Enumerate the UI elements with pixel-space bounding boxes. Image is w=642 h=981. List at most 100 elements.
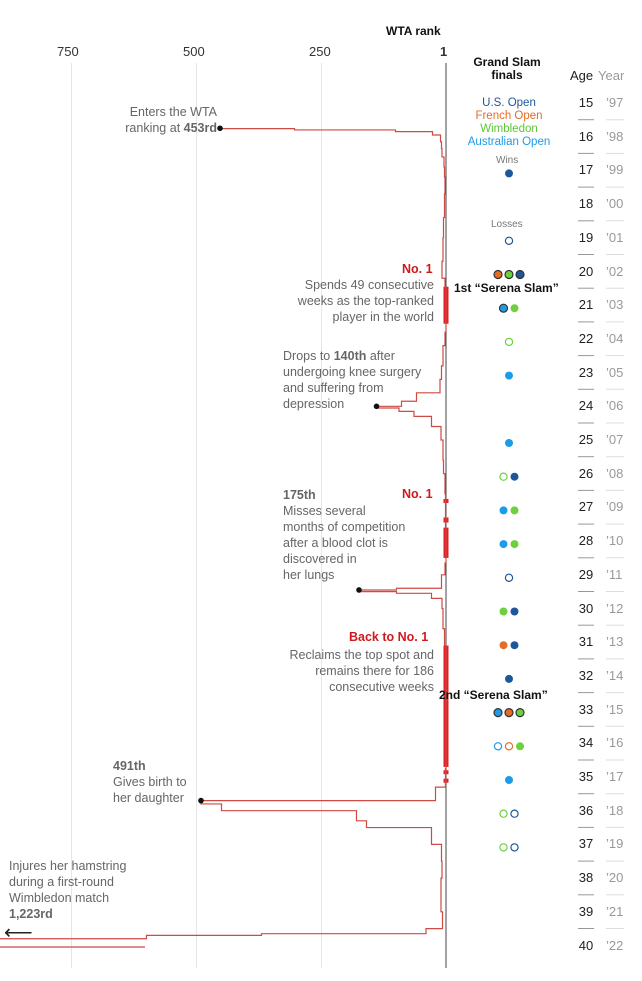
age-label: 37 (578, 836, 594, 852)
year-label: ’97 (606, 95, 624, 110)
age-label: 15 (578, 95, 594, 110)
age-label: 25 (578, 432, 594, 447)
age-label: 32 (578, 667, 594, 683)
year-label: ’22 (606, 937, 624, 953)
final-win-wimbledon-2009 (510, 506, 519, 515)
annotation-spends-line1: Spends 49 consecutive (304, 278, 434, 292)
year-label: ’06 (606, 398, 624, 414)
year-label: ’20 (606, 870, 624, 886)
no1-label-second: No. 1 (402, 487, 433, 501)
no1-label-first: No. 1 (402, 262, 433, 276)
event-marker-3 (198, 797, 204, 804)
annotation-drops-line4: depression (283, 397, 345, 411)
event-marker-0 (217, 125, 223, 132)
age-label: 22 (578, 330, 594, 346)
rank-line (0, 128, 447, 946)
age-label: 18 (578, 196, 594, 212)
final-loss-australian_open-2016 (493, 742, 503, 751)
annotation-drops-line1: Drops to 140th after (283, 349, 395, 363)
serena-slam-first: 1st “Serena Slam” (454, 281, 559, 295)
annotation-spends-line2: weeks as the top-ranked (297, 294, 434, 308)
year-label: ’05 (606, 364, 624, 380)
age-label: 35 (578, 769, 594, 784)
annotation-drops-line3: and suffering from (283, 381, 384, 395)
final-loss-wimbledon-2018 (499, 809, 508, 818)
age-label: 39 (578, 903, 594, 919)
serena-slam-second: 2nd “Serena Slam” (439, 688, 548, 702)
annotation-clot: 175th Misses several months of competiti… (283, 487, 405, 583)
age-label: 30 (578, 600, 594, 616)
year-header: Year (598, 68, 625, 83)
legend-french-open: French Open (475, 110, 543, 122)
annotation-hamstring: Injures her hamstring during a first-rou… (9, 858, 126, 922)
year-label: ’03 (606, 297, 624, 313)
age-label: 40 (578, 937, 594, 953)
year-label: ’99 (606, 162, 624, 178)
year-label: ’09 (606, 499, 624, 515)
event-marker-1 (373, 403, 380, 410)
year-label: ’02 (606, 263, 624, 279)
annotation-clot-line1: Misses several (283, 504, 366, 518)
final-loss-us_open-2018 (510, 809, 519, 818)
grand-slam-finals (493, 169, 525, 852)
final-loss-french_open-2016 (504, 742, 514, 751)
annotation-reclaims: Reclaims the top spot and remains there … (272, 647, 434, 695)
final-loss-us_open-2011 (504, 573, 514, 583)
annotation-clot-line4: discovered in (283, 552, 357, 566)
year-label: ’18 (606, 802, 624, 818)
age-label: 27 (578, 499, 594, 515)
final-win-us_open-2013 (510, 641, 519, 650)
year-label: ’11 (606, 566, 623, 582)
year-label: ’12 (606, 600, 624, 616)
age-label: 31 (578, 634, 594, 650)
year-label: ’13 (606, 634, 624, 650)
annotation-birth: 491th Gives birth to her daughter (113, 758, 187, 806)
year-label: ’04 (606, 330, 624, 346)
event-marker-2 (356, 587, 362, 593)
final-win-french_open-2013 (499, 641, 508, 650)
final-loss-wimbledon-2008 (499, 472, 508, 481)
final-loss-wimbledon-2004 (504, 337, 514, 347)
legend-wins: Wins (496, 155, 519, 166)
final-win-wimbledon-2016 (516, 742, 524, 751)
legend-wimbledon: Wimbledon (480, 123, 538, 135)
final-win-australian_open-2007 (505, 439, 513, 447)
final-loss-us_open-2001 (504, 236, 514, 245)
rank-axis-title: WTA rank (386, 24, 441, 38)
year-label: ’07 (606, 432, 624, 447)
final-win-australian_open-2003 (498, 303, 509, 313)
age-label: 21 (578, 297, 594, 313)
age-header: Age (570, 68, 594, 83)
age-label: 23 (578, 364, 594, 380)
annotation-enters-line2: ranking at 453rd (125, 121, 217, 135)
year-separators (578, 119, 624, 929)
left-arrow-icon: ⟵ (4, 922, 33, 944)
annotation-hamstring-rank: 1,223rd (9, 907, 53, 921)
final-win-wimbledon-2012 (499, 607, 508, 616)
year-label: ’98 (606, 128, 624, 144)
final-win-australian_open-2015 (493, 707, 503, 718)
final-win-wimbledon-2003 (510, 304, 519, 313)
axis-tick-250: 250 (309, 44, 331, 59)
year-label: ’00 (606, 196, 624, 212)
final-loss-us_open-2019 (510, 843, 519, 852)
final-loss-wimbledon-2019 (499, 843, 508, 852)
axis-tick-750: 750 (57, 44, 79, 59)
age-label: 38 (578, 870, 594, 886)
year-label: ’15 (606, 701, 624, 717)
age-label: 19 (578, 229, 594, 245)
year-label: ’08 (606, 465, 624, 481)
age-label: 29 (578, 566, 594, 582)
final-win-wimbledon-2015 (515, 707, 525, 718)
annotation-birth-line2: her daughter (113, 791, 184, 805)
final-win-australian_open-2009 (499, 506, 508, 515)
annotation-birth-rank: 491th (113, 759, 146, 773)
age-label: 28 (578, 533, 594, 549)
year-label: ’17 (606, 769, 624, 784)
age-label: 36 (578, 802, 594, 818)
final-win-us_open-2012 (510, 607, 519, 616)
final-win-australian_open-2017 (505, 776, 513, 784)
legend-us-open: U.S. Open (482, 97, 536, 109)
legend-australian-open: Australian Open (467, 136, 551, 148)
